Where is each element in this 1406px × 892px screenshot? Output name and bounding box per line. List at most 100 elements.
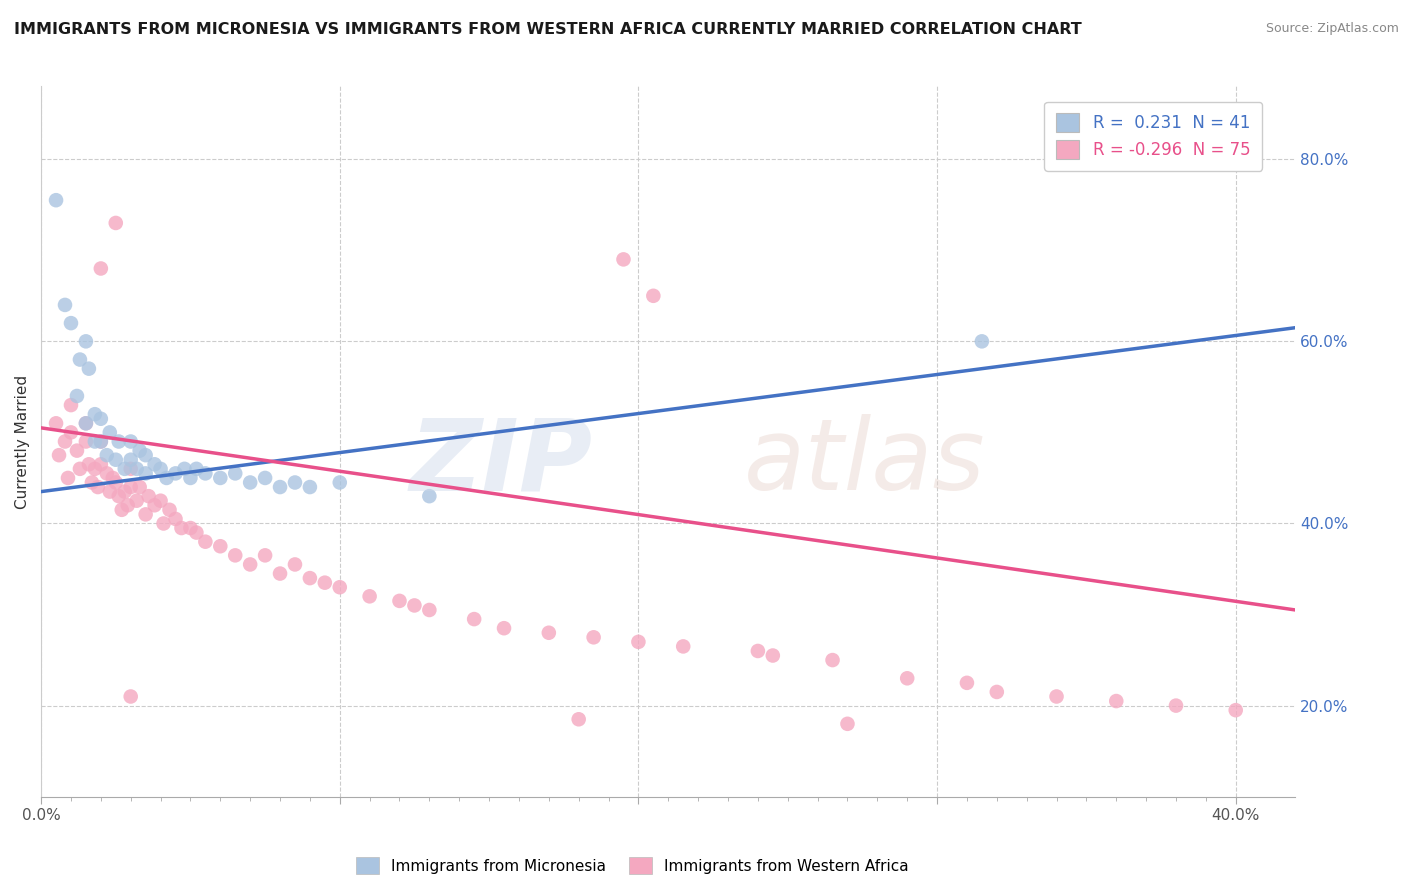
Point	[179, 471, 201, 485]
Point	[186, 462, 208, 476]
Point	[284, 558, 307, 572]
Point	[69, 462, 91, 476]
Point	[239, 558, 262, 572]
Point	[83, 407, 105, 421]
Point	[329, 475, 352, 490]
Point	[1225, 703, 1247, 717]
Point	[672, 640, 695, 654]
Point	[1105, 694, 1128, 708]
Point	[77, 361, 100, 376]
Point	[152, 516, 174, 531]
Point	[837, 716, 859, 731]
Point	[120, 690, 142, 704]
Point	[194, 467, 217, 481]
Point	[170, 521, 193, 535]
Point	[149, 493, 172, 508]
Point	[173, 462, 195, 476]
Point	[159, 503, 181, 517]
Point	[104, 475, 127, 490]
Point	[643, 289, 665, 303]
Point	[269, 566, 291, 581]
Point	[107, 489, 129, 503]
Point	[627, 635, 650, 649]
Point	[418, 603, 440, 617]
Point	[59, 398, 82, 412]
Point	[224, 549, 246, 563]
Point	[896, 671, 918, 685]
Point	[986, 685, 1008, 699]
Point	[114, 462, 136, 476]
Point	[90, 434, 112, 449]
Point	[90, 411, 112, 425]
Point	[66, 389, 89, 403]
Point	[956, 676, 979, 690]
Point	[117, 498, 139, 512]
Text: Source: ZipAtlas.com: Source: ZipAtlas.com	[1265, 22, 1399, 36]
Point	[284, 475, 307, 490]
Point	[359, 590, 381, 604]
Legend: Immigrants from Micronesia, Immigrants from Western Africa: Immigrants from Micronesia, Immigrants f…	[350, 851, 915, 880]
Point	[75, 417, 97, 431]
Point	[463, 612, 485, 626]
Point	[762, 648, 785, 663]
Point	[568, 712, 591, 726]
Point	[125, 493, 148, 508]
Legend: R =  0.231  N = 41, R = -0.296  N = 75: R = 0.231 N = 41, R = -0.296 N = 75	[1045, 102, 1263, 170]
Point	[970, 334, 993, 349]
Point	[135, 448, 157, 462]
Point	[90, 457, 112, 471]
Point	[165, 512, 187, 526]
Point	[59, 316, 82, 330]
Point	[53, 298, 76, 312]
Point	[107, 434, 129, 449]
Point	[125, 462, 148, 476]
Point	[45, 193, 67, 207]
Point	[239, 475, 262, 490]
Point	[821, 653, 844, 667]
Point	[111, 503, 134, 517]
Point	[45, 417, 67, 431]
Point	[114, 484, 136, 499]
Point	[128, 480, 150, 494]
Point	[69, 352, 91, 367]
Point	[149, 462, 172, 476]
Text: atlas: atlas	[744, 414, 986, 511]
Point	[298, 480, 321, 494]
Point	[165, 467, 187, 481]
Point	[77, 457, 100, 471]
Point	[135, 508, 157, 522]
Point	[1045, 690, 1067, 704]
Point	[1164, 698, 1187, 713]
Point	[48, 448, 70, 462]
Point	[138, 489, 160, 503]
Point	[104, 216, 127, 230]
Point	[98, 425, 121, 440]
Point	[59, 425, 82, 440]
Point	[120, 452, 142, 467]
Point	[66, 443, 89, 458]
Point	[224, 467, 246, 481]
Point	[75, 334, 97, 349]
Point	[582, 630, 605, 644]
Point	[186, 525, 208, 540]
Point	[254, 471, 277, 485]
Point	[537, 625, 560, 640]
Point	[96, 467, 118, 481]
Point	[90, 261, 112, 276]
Point	[75, 417, 97, 431]
Point	[143, 457, 166, 471]
Point	[747, 644, 769, 658]
Text: ZIP: ZIP	[411, 414, 593, 511]
Point	[96, 448, 118, 462]
Point	[120, 462, 142, 476]
Text: IMMIGRANTS FROM MICRONESIA VS IMMIGRANTS FROM WESTERN AFRICA CURRENTLY MARRIED C: IMMIGRANTS FROM MICRONESIA VS IMMIGRANTS…	[14, 22, 1081, 37]
Point	[120, 434, 142, 449]
Point	[75, 434, 97, 449]
Point	[83, 434, 105, 449]
Point	[209, 539, 232, 553]
Point	[388, 594, 411, 608]
Point	[298, 571, 321, 585]
Point	[329, 580, 352, 594]
Point	[612, 252, 634, 267]
Point	[269, 480, 291, 494]
